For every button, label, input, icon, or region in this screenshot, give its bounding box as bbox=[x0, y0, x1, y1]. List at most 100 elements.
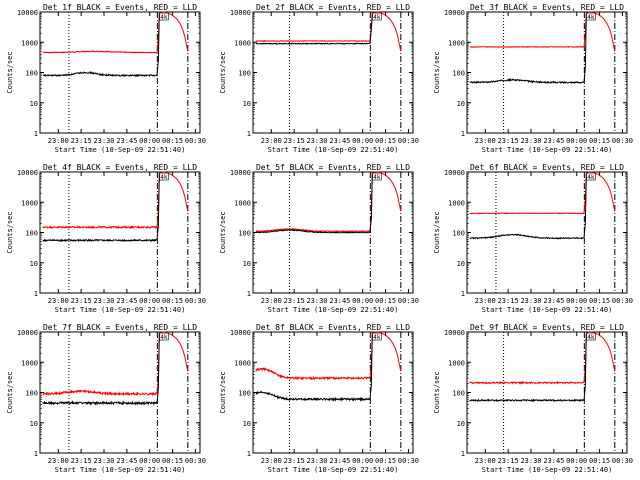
y-axis-label: Counts/sec bbox=[433, 211, 441, 253]
x-tick-label: 00:30 bbox=[612, 137, 633, 145]
y-tick-label: 100 bbox=[25, 70, 38, 78]
x-tick-label: 23:15 bbox=[71, 297, 92, 305]
x-tick-label: 00:30 bbox=[612, 457, 633, 465]
x-tick-label: 23:00 bbox=[261, 457, 282, 465]
y-tick-label: 1 bbox=[34, 450, 38, 458]
y-tick-label: 100 bbox=[25, 390, 38, 398]
y-tick-label: 100 bbox=[452, 70, 465, 78]
y-tick-label: 10000 bbox=[444, 329, 465, 337]
x-tick-label: 23:30 bbox=[520, 297, 541, 305]
chart-title: Det 4f BLACK = Events, RED = LLD bbox=[43, 163, 197, 172]
y-axis-label: Counts/sec bbox=[433, 371, 441, 413]
x-tick-label: 23:45 bbox=[329, 457, 350, 465]
x-tick-label: 00:00 bbox=[566, 137, 587, 145]
x-axis-label: Start Time (10-Sep-09 22:51:40) bbox=[482, 306, 613, 314]
x-tick-label: 00:15 bbox=[589, 137, 610, 145]
y-tick-label: 1 bbox=[461, 450, 465, 458]
y-axis-label: Counts/sec bbox=[433, 51, 441, 93]
x-tick-label: 23:45 bbox=[543, 297, 564, 305]
marker-label: 4k bbox=[160, 14, 168, 21]
x-tick-label: 23:30 bbox=[520, 457, 541, 465]
x-tick-label: 23:30 bbox=[520, 137, 541, 145]
marker-label: 4k bbox=[587, 14, 595, 21]
x-axis-label: Start Time (10-Sep-09 22:51:40) bbox=[482, 146, 613, 154]
chart-title: Det 8f BLACK = Events, RED = LLD bbox=[256, 323, 410, 332]
x-tick-label: 00:30 bbox=[185, 137, 206, 145]
x-tick-label: 00:15 bbox=[375, 457, 396, 465]
x-tick-label: 23:15 bbox=[284, 297, 305, 305]
x-tick-label: 23:30 bbox=[93, 137, 114, 145]
y-tick-label: 10000 bbox=[17, 329, 38, 337]
x-tick-label: 23:30 bbox=[306, 297, 327, 305]
y-axis-label: Counts/sec bbox=[219, 371, 227, 413]
y-tick-label: 10 bbox=[243, 100, 251, 108]
x-tick-label: 23:00 bbox=[475, 457, 496, 465]
marker-label: 4k bbox=[373, 334, 381, 341]
series-line-lld bbox=[469, 11, 616, 52]
x-tick-label: 00:15 bbox=[162, 137, 183, 145]
y-tick-label: 1 bbox=[461, 290, 465, 298]
x-tick-label: 23:45 bbox=[329, 137, 350, 145]
y-tick-label: 10 bbox=[30, 260, 38, 268]
x-tick-label: 00:15 bbox=[162, 297, 183, 305]
y-tick-label: 1000 bbox=[234, 199, 251, 207]
y-tick-label: 100 bbox=[238, 390, 251, 398]
chart-title: Det 6f BLACK = Events, RED = LLD bbox=[470, 163, 624, 172]
series-line-lld bbox=[42, 171, 189, 230]
y-tick-label: 1000 bbox=[21, 199, 38, 207]
y-tick-label: 10000 bbox=[17, 9, 38, 17]
y-tick-label: 1000 bbox=[448, 359, 465, 367]
x-tick-label: 00:00 bbox=[352, 457, 373, 465]
chart-title: Det 7f BLACK = Events, RED = LLD bbox=[43, 323, 197, 332]
chart-title: Det 5f BLACK = Events, RED = LLD bbox=[256, 163, 410, 172]
y-tick-label: 1 bbox=[34, 290, 38, 298]
series-line-lld bbox=[255, 171, 402, 233]
x-tick-label: 23:15 bbox=[284, 457, 305, 465]
chart-title: Det 2f BLACK = Events, RED = LLD bbox=[256, 3, 410, 12]
x-axis-label: Start Time (10-Sep-09 22:51:40) bbox=[55, 306, 186, 314]
y-axis-label: Counts/sec bbox=[219, 51, 227, 93]
series-line-events bbox=[255, 333, 373, 402]
x-tick-label: 23:00 bbox=[475, 297, 496, 305]
x-axis-label: Start Time (10-Sep-09 22:51:40) bbox=[268, 466, 399, 474]
x-tick-label: 00:00 bbox=[566, 457, 587, 465]
x-tick-label: 00:30 bbox=[185, 297, 206, 305]
series-line-lld bbox=[255, 11, 402, 52]
x-tick-label: 23:15 bbox=[71, 457, 92, 465]
x-tick-label: 00:00 bbox=[139, 137, 160, 145]
x-tick-label: 23:15 bbox=[498, 137, 519, 145]
plot-frame bbox=[39, 171, 201, 294]
x-tick-label: 23:45 bbox=[116, 457, 137, 465]
y-tick-label: 1 bbox=[34, 130, 38, 138]
chart-panel-7: Det 7f BLACK = Events, RED = LLD 1 10 100 10… bbox=[6, 323, 206, 474]
x-tick-label: 23:00 bbox=[48, 137, 69, 145]
y-tick-label: 1 bbox=[247, 130, 251, 138]
y-tick-label: 1000 bbox=[234, 359, 251, 367]
x-tick-label: 23:45 bbox=[116, 297, 137, 305]
y-tick-label: 100 bbox=[238, 70, 251, 78]
y-tick-label: 1000 bbox=[21, 359, 38, 367]
y-axis-label: Counts/sec bbox=[6, 371, 14, 413]
x-tick-label: 23:45 bbox=[543, 457, 564, 465]
y-tick-label: 1000 bbox=[448, 39, 465, 47]
plot-frame bbox=[252, 11, 414, 134]
marker-label: 4k bbox=[587, 174, 595, 181]
series-line-events bbox=[42, 333, 160, 406]
x-tick-label: 23:15 bbox=[498, 297, 519, 305]
x-tick-label: 23:00 bbox=[48, 457, 69, 465]
series-line-lld bbox=[469, 331, 616, 385]
x-tick-label: 23:30 bbox=[306, 137, 327, 145]
chart-panel-8: Det 8f BLACK = Events, RED = LLD 1 10 100 10… bbox=[219, 323, 419, 474]
x-tick-label: 00:30 bbox=[612, 297, 633, 305]
chart-panel-2: Det 2f BLACK = Events, RED = LLD 1 10 100 10… bbox=[219, 3, 419, 154]
x-tick-label: 23:30 bbox=[306, 457, 327, 465]
x-tick-label: 23:45 bbox=[329, 297, 350, 305]
x-tick-label: 23:00 bbox=[261, 297, 282, 305]
x-tick-label: 00:00 bbox=[139, 457, 160, 465]
y-tick-label: 10000 bbox=[444, 169, 465, 177]
series-line-events bbox=[42, 13, 160, 78]
x-tick-label: 00:30 bbox=[398, 297, 419, 305]
x-tick-label: 00:15 bbox=[589, 297, 610, 305]
y-axis-label: Counts/sec bbox=[219, 211, 227, 253]
y-tick-label: 10 bbox=[243, 260, 251, 268]
